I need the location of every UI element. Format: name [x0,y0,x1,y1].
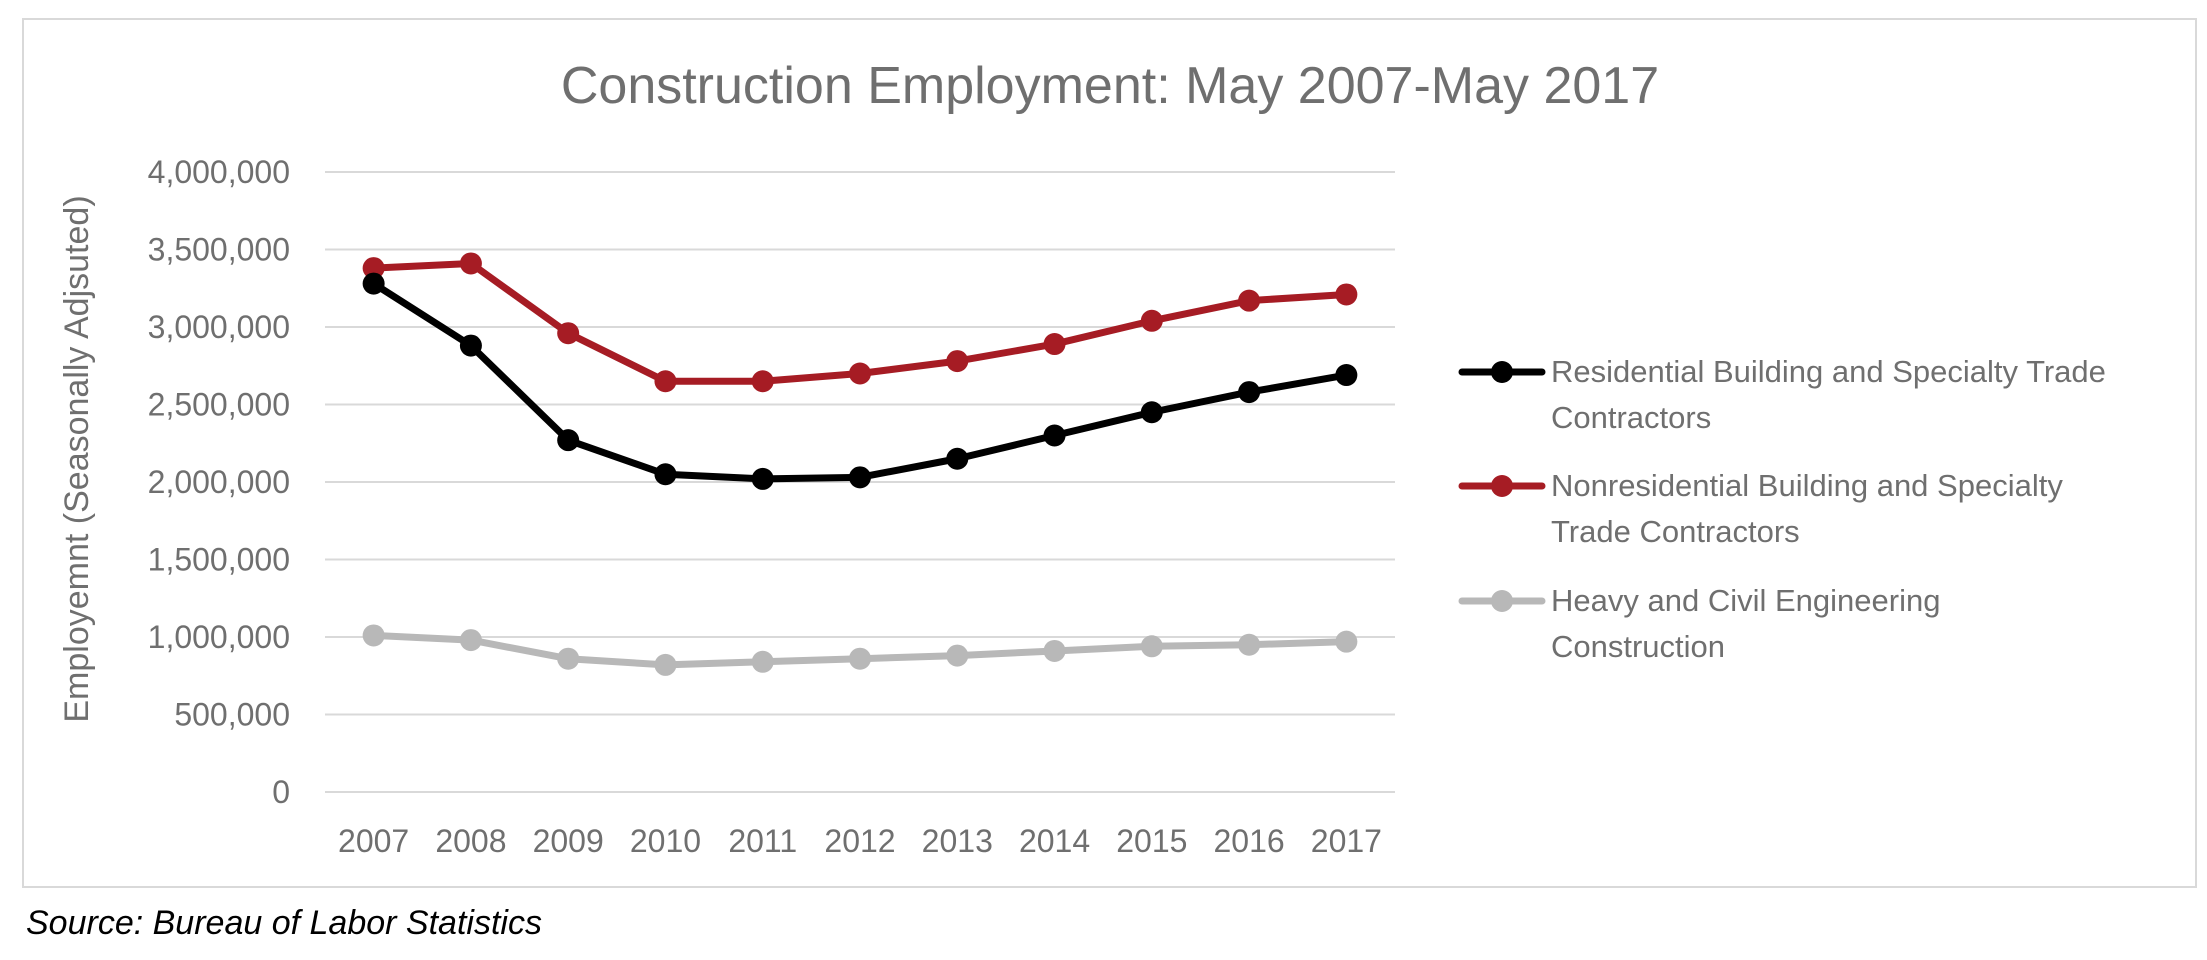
data-point [751,467,774,490]
data-point [1140,401,1163,424]
data-point [1335,364,1358,387]
source-note: Source: Bureau of Labor Statistics [26,904,542,942]
x-tick-label: 2014 [1019,823,1090,859]
data-point [557,429,580,452]
x-tick-label: 2017 [1311,823,1382,859]
x-tick-label: 2010 [630,823,701,859]
data-point [459,629,482,652]
legend-swatch-marker [1491,475,1513,497]
data-point [1140,309,1163,332]
data-point [1140,635,1163,658]
legend-swatch-marker [1491,361,1513,383]
x-tick-label: 2016 [1213,823,1284,859]
data-point [946,447,969,470]
data-point [1238,381,1261,404]
legend-label: Residential Building and Specialty Trade [1551,354,2106,389]
y-tick-label: 3,000,000 [148,309,290,345]
y-tick-label: 2,000,000 [148,464,290,500]
x-tick-label: 2012 [824,823,895,859]
data-point [1238,289,1261,312]
data-point [362,257,385,280]
data-point [1043,424,1066,447]
series-2 [362,624,1358,676]
data-point [362,624,385,647]
data-point [459,334,482,357]
chart-title: Construction Employment: May 2007-May 20… [561,57,1659,115]
chart-frame [22,18,2197,888]
x-tick-label: 2013 [922,823,993,859]
data-point [1335,630,1358,653]
y-tick-label: 500,000 [174,697,290,733]
x-tick-label: 2008 [435,823,506,859]
legend-label: Construction [1551,629,1725,664]
data-point [946,644,969,667]
legend-label: Heavy and Civil Engineering [1551,583,1940,618]
legend: Residential Building and Specialty Trade… [1458,354,2106,664]
y-tick-label: 1,000,000 [148,619,290,655]
data-point [849,466,871,489]
data-point [459,252,482,275]
legend-item-1: Nonresidential Building and Specialty Tra… [1458,468,2063,549]
y-tick-label: 0 [272,774,290,810]
x-tick-label: 2011 [728,823,797,859]
y-tick-label: 3,500,000 [148,232,290,268]
data-point [1335,283,1358,306]
data-point [557,647,580,670]
data-point [654,653,677,676]
legend-swatch-marker [1491,590,1513,612]
data-point [557,322,580,345]
data-point [654,463,677,486]
y-axis-title: Employemnt (Seasonally Adjsuted) [58,195,96,722]
y-axis-ticks: 0 500,000 1,000,000 1,500,000 2,000,000 2,500… [148,154,290,810]
y-tick-label: 1,500,000 [148,542,290,578]
data-point [946,350,969,373]
series-layer [362,252,1358,676]
y-tick-label: 4,000,000 [148,154,290,190]
data-point [1043,333,1066,356]
data-point [654,370,677,393]
x-tick-label: 2009 [533,823,604,859]
data-point [751,650,774,673]
data-point [849,647,871,670]
data-point [751,370,774,393]
legend-item-0: Residential Building and Specialty Trade… [1458,354,2106,435]
data-point [1238,633,1261,656]
data-point [1043,639,1066,662]
series-0 [362,272,1358,490]
gridlines [325,171,1395,793]
x-tick-label: 2007 [338,823,409,859]
x-tick-label: 2015 [1116,823,1187,859]
y-tick-label: 2,500,000 [148,387,290,423]
x-axis-ticks: 2007 2008 2009 2010 2011 2012 2013 2014 2015 2016… [338,823,1382,859]
data-point [362,272,385,295]
legend-label: Nonresidential Building and Specialty [1551,468,2063,503]
series-1 [362,252,1358,393]
data-point [849,362,871,385]
legend-label: Contractors [1551,400,1711,435]
legend-label: Trade Contractors [1551,514,1800,549]
legend-item-2: Heavy and Civil Engineering Construction [1458,583,1940,664]
